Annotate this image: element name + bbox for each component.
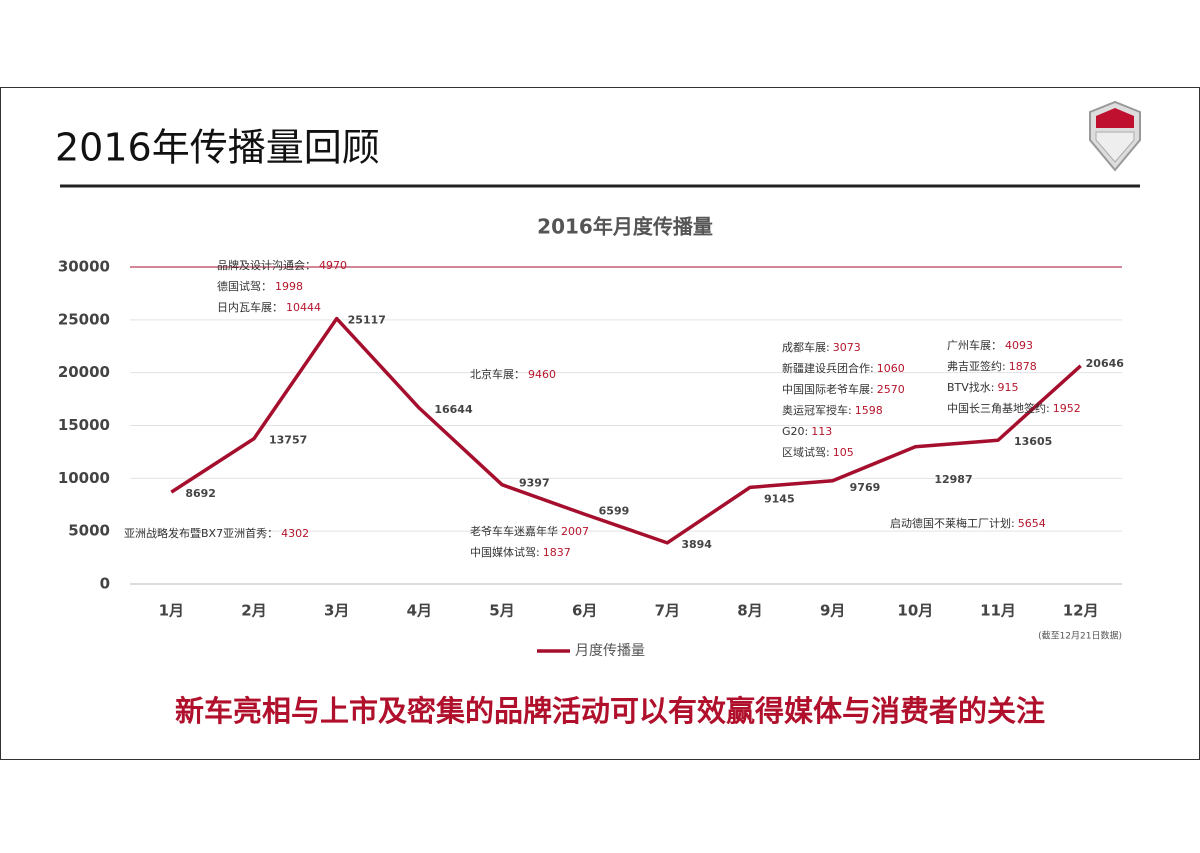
annotation-label: 成都车展: xyxy=(782,340,830,354)
data-label: 9145 xyxy=(764,492,795,505)
annotation-label: 北京车展： xyxy=(470,367,525,381)
annotation-value: 113 xyxy=(811,425,832,438)
data-label: 3894 xyxy=(681,538,712,551)
annotation-label: 品牌及设计沟通会： xyxy=(217,258,316,272)
annotation: 启动德国不莱梅工厂计划: 5654 xyxy=(890,516,1046,530)
chart-title: 2016年月度传播量 xyxy=(537,215,713,239)
series-line xyxy=(170,316,1082,545)
x-tick-label: 10月 xyxy=(897,602,933,620)
y-tick-label: 10000 xyxy=(58,469,110,487)
annotation-label: 德国试驾： xyxy=(217,279,272,293)
annotation: 广州车展： 4093 xyxy=(947,338,1033,352)
y-tick-label: 25000 xyxy=(58,310,110,328)
annotation: 奥运冠军授车: 1598 xyxy=(782,403,883,417)
data-label: 12987 xyxy=(934,473,972,486)
annotation-value: 4970 xyxy=(319,259,347,272)
annotation-label: 启动德国不莱梅工厂计划: xyxy=(890,516,1015,530)
x-tick-label: 9月 xyxy=(820,602,845,620)
logo xyxy=(1089,100,1141,172)
annotation-value: 5654 xyxy=(1018,517,1046,530)
data-label: 20646 xyxy=(1086,357,1125,370)
data-label: 13757 xyxy=(269,434,307,447)
data-label: 9397 xyxy=(519,477,550,490)
x-tick-label: 3月 xyxy=(324,602,349,620)
data-label: 8692 xyxy=(185,487,216,500)
data-label: 9769 xyxy=(850,481,881,494)
annotation-value: 9460 xyxy=(528,368,556,381)
annotation-label: G20: xyxy=(782,425,808,438)
headline: 新车亮相与上市及密集的品牌活动可以有效赢得媒体与消费者的关注 xyxy=(175,694,1045,728)
annotation: 亚洲战略发布暨BX7亚洲首秀： 4302 xyxy=(124,526,309,540)
annotation: 弗吉亚签约: 1878 xyxy=(947,359,1037,373)
annotation-value: 915 xyxy=(998,381,1019,394)
x-tick-label: 2月 xyxy=(241,602,266,620)
annotation: BTV找水: 915 xyxy=(947,380,1019,394)
annotation: 中国国际老爷车展: 2570 xyxy=(782,382,905,396)
annotation-label: 亚洲战略发布暨BX7亚洲首秀： xyxy=(124,526,278,540)
annotation: G20: 113 xyxy=(782,425,832,438)
annotation-value: 1837 xyxy=(543,546,571,559)
data-label: 25117 xyxy=(348,314,386,327)
annotation-label: 区域试驾: xyxy=(782,446,830,459)
x-tick-label: 8月 xyxy=(737,602,762,620)
x-tick-label: 5月 xyxy=(489,602,514,620)
annotation: 中国长三角基地签约: 1952 xyxy=(947,401,1081,415)
annotation-label: 日内瓦车展： xyxy=(217,300,283,314)
annotation-value: 2570 xyxy=(877,383,905,396)
annotation: 区域试驾: 105 xyxy=(782,446,854,459)
x-tick-label: 1月 xyxy=(159,602,184,620)
x-tick-label: 4月 xyxy=(407,602,432,620)
annotation-label: 新疆建设兵团合作: xyxy=(782,361,874,375)
x-tick-label: 11月 xyxy=(980,602,1016,620)
annotation-label: 中国国际老爷车展: xyxy=(782,382,874,396)
x-tick-label: 12月 xyxy=(1063,602,1099,620)
data-label: 13605 xyxy=(1014,435,1052,448)
annotation: 日内瓦车展： 10444 xyxy=(217,300,321,314)
annotation: 北京车展： 9460 xyxy=(470,367,556,381)
x-tick-label: 6月 xyxy=(572,602,597,620)
annotation-value: 1598 xyxy=(855,404,883,417)
x-tick-label: 7月 xyxy=(655,602,680,620)
annotation-value: 105 xyxy=(833,446,854,459)
annotation-value: 2007 xyxy=(561,525,589,538)
annotation: 品牌及设计沟通会： 4970 xyxy=(217,258,347,272)
annotation-value: 4302 xyxy=(281,527,309,540)
annotation-label: 中国媒体试驾: xyxy=(470,545,540,559)
annotation-value: 1998 xyxy=(275,280,303,293)
y-tick-label: 0 xyxy=(100,575,110,593)
y-tick-label: 30000 xyxy=(58,258,110,276)
annotation: 德国试驾： 1998 xyxy=(217,279,303,293)
annotation-value: 1060 xyxy=(877,362,905,375)
annotation: 成都车展: 3073 xyxy=(782,340,861,354)
annotation: 中国媒体试驾: 1837 xyxy=(470,545,571,559)
legend-label: 月度传播量 xyxy=(575,643,645,659)
y-tick-label: 20000 xyxy=(58,363,110,381)
annotation-value: 1952 xyxy=(1053,402,1081,415)
annotation-value: 1878 xyxy=(1009,360,1037,373)
annotation: 新疆建设兵团合作: 1060 xyxy=(782,361,905,375)
annotation-label: 奥运冠军授车: xyxy=(782,403,852,417)
y-tick-label: 15000 xyxy=(58,416,110,434)
annotation: 老爷车车迷嘉年华 2007 xyxy=(470,524,589,538)
y-tick-label: 5000 xyxy=(68,522,110,540)
data-label: 16644 xyxy=(434,403,473,416)
annotation-label: 中国长三角基地签约: xyxy=(947,401,1050,415)
slide-frame xyxy=(0,87,1200,760)
annotation-value: 4093 xyxy=(1005,339,1033,352)
annotation-value: 10444 xyxy=(286,301,321,314)
annotation-label: BTV找水: xyxy=(947,380,995,394)
annotation-label: 老爷车车迷嘉年华 xyxy=(470,524,558,538)
annotation-label: 弗吉亚签约: xyxy=(947,359,1006,373)
footnote: (截至12月21日数据) xyxy=(1038,630,1122,642)
annotation-label: 广州车展： xyxy=(947,338,1002,352)
annotation-value: 3073 xyxy=(833,341,861,354)
data-label: 6599 xyxy=(599,504,630,517)
slide-title: 2016年传播量回顾 xyxy=(55,126,380,170)
